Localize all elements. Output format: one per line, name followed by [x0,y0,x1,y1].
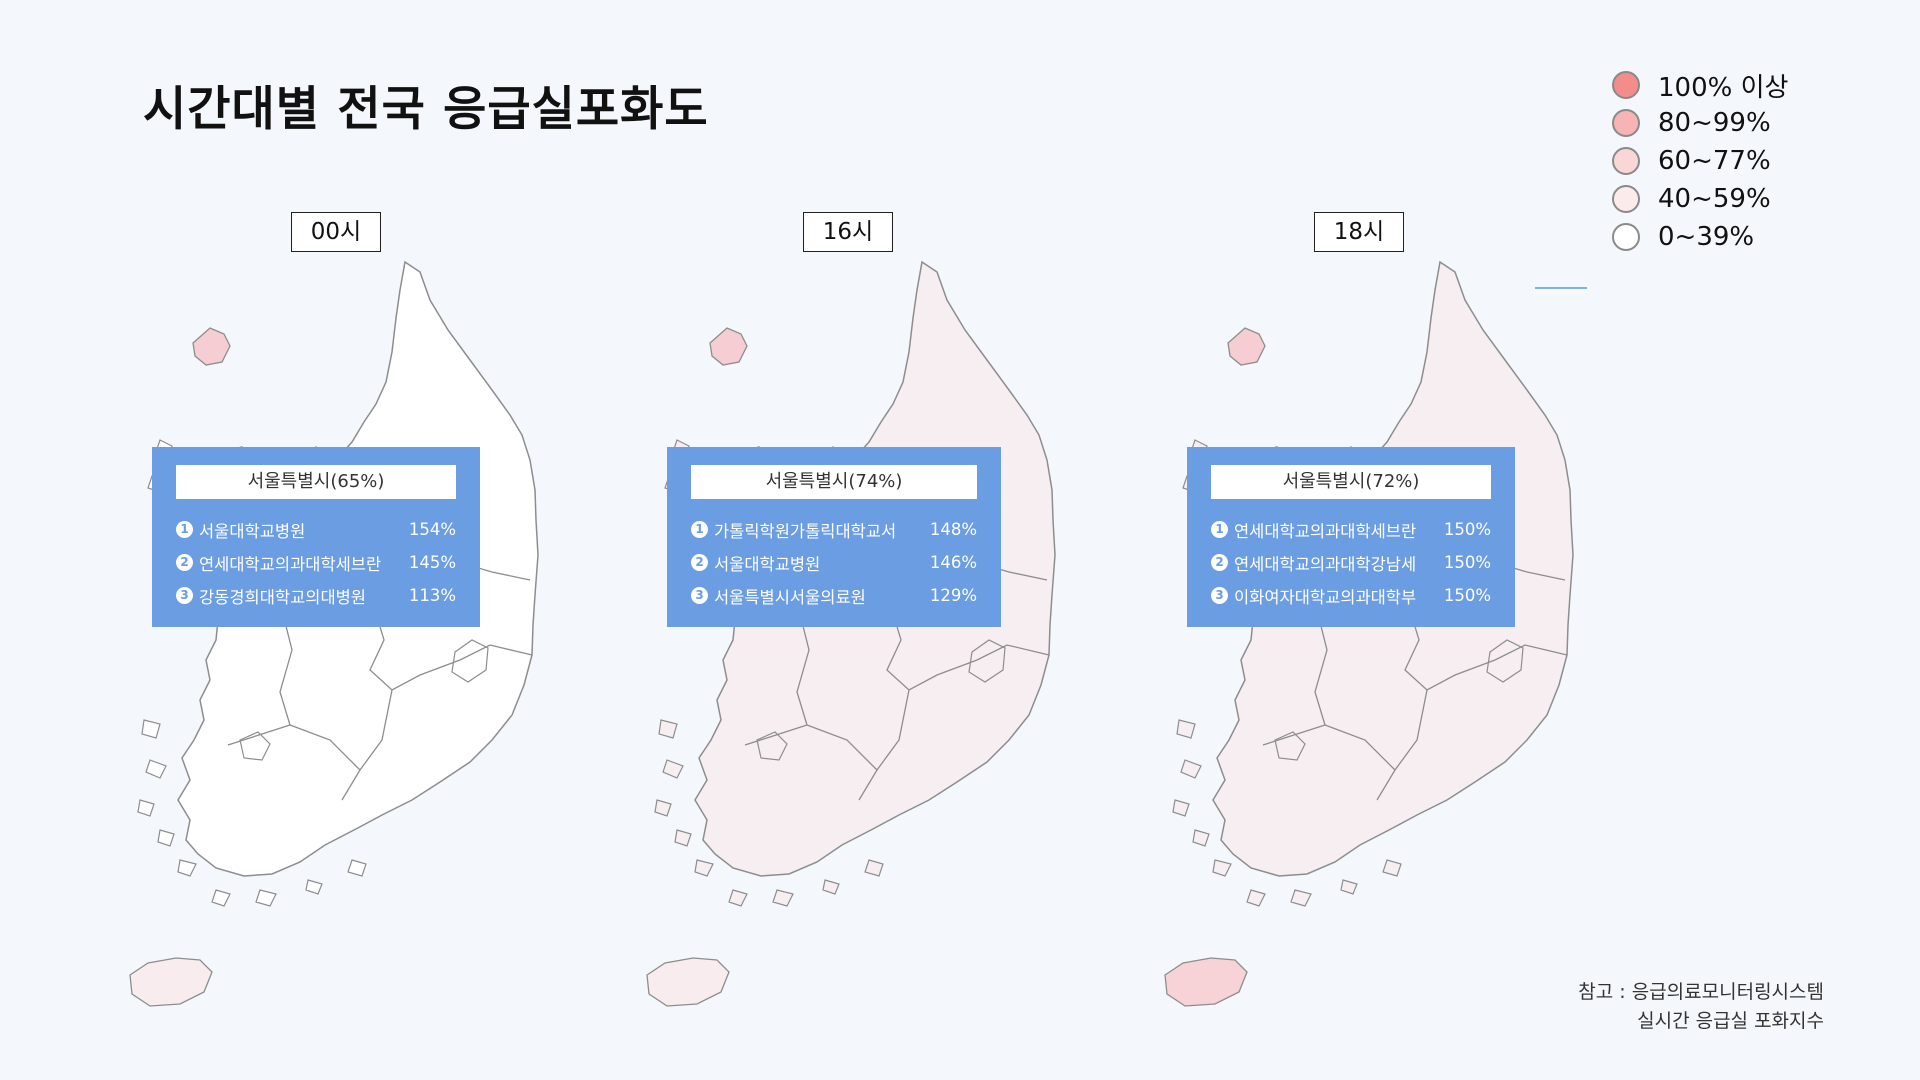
rank-number-badge: 3 [176,587,193,604]
rank-row: 2 연세대학교의과대학강남세 150% [1211,546,1491,579]
map-panel-16: 16시 서울특별시(74%) 1 가톨릭학원가톨릭대학교서 148% 2 서울대… [637,200,1117,1040]
hospital-saturation: 113% [408,586,456,605]
time-label: 16시 [803,212,893,252]
hospital-name: 강동경희대학교의대병원 [199,587,366,607]
seoul-region [709,327,748,366]
rank-row: 3 강동경희대학교의대병원 113% [176,579,456,612]
daegu-boundary [451,639,489,683]
rank-row: 2 서울대학교병원 146% [691,546,977,579]
hospital-saturation: 154% [408,520,456,539]
rank-row: 1 가톨릭학원가톨릭대학교서 148% [691,513,977,546]
info-region-title: 서울특별시(65%) [176,465,456,499]
legend-label: 0~39% [1658,222,1755,252]
legend-item: 100% 이상 [1612,66,1788,104]
rank-number-badge: 3 [1211,587,1228,604]
hospital-saturation: 150% [1443,586,1491,605]
legend-item: 0~39% [1612,218,1788,256]
rank-number-badge: 3 [691,587,708,604]
hospital-info-box: 서울특별시(72%) 1 연세대학교의과대학세브란 150% 2 연세대학교의과… [1187,447,1515,627]
map-panel-00: 00시 서울특별시(65%) 1 서울대학교병원 154% 2 연세대학교의과대… [120,200,600,1040]
hospital-saturation: 150% [1443,553,1491,572]
hospital-name: 연세대학교의과대학세브란 [1234,521,1417,541]
hospital-name: 서울대학교병원 [714,554,821,574]
hospital-name: 이화여자대학교의과대학부 [1234,587,1417,607]
hospital-name: 연세대학교의과대학세브란 [199,554,382,574]
rank-number-badge: 1 [176,521,193,538]
rank-number-badge: 1 [1211,521,1228,538]
hospital-saturation: 148% [929,520,977,539]
gwangju-boundary [239,731,271,761]
hospital-name: 서울특별시서울의료원 [714,587,866,607]
rank-number-badge: 1 [691,521,708,538]
map-panel-18: 18시 서울특별시(72%) 1 연세대학교의과대학세브란 150% 2 연세대… [1155,200,1635,1040]
legend-label: 80~99% [1658,108,1771,138]
gwangju-boundary [756,731,788,761]
legend-item: 40~59% [1612,180,1788,218]
source-line: 실시간 응급실 포화지수 [1637,1010,1824,1032]
hospital-saturation: 150% [1443,520,1491,539]
hospital-name: 서울대학교병원 [199,521,306,541]
hospital-name: 가톨릭학원가톨릭대학교서 [714,521,897,541]
rank-row: 1 서울대학교병원 154% [176,513,456,546]
rank-row: 2 연세대학교의과대학세브란 145% [176,546,456,579]
gwangju-boundary [1274,731,1306,761]
jeju-island [646,957,730,1007]
legend-label: 60~77% [1658,146,1771,176]
rank-row: 3 이화여자대학교의과대학부 150% [1211,579,1491,612]
rank-row: 3 서울특별시서울의료원 129% [691,579,977,612]
rank-number-badge: 2 [176,554,193,571]
daegu-boundary [1486,639,1524,683]
rank-number-badge: 2 [691,554,708,571]
rank-row: 1 연세대학교의과대학세브란 150% [1211,513,1491,546]
source-note: 참고 : 응급의료모니터링시스템 실시간 응급실 포화지수 [1578,978,1824,1036]
hospital-info-box: 서울특별시(74%) 1 가톨릭학원가톨릭대학교서 148% 2 서울대학교병원… [667,447,1001,627]
legend: 100% 이상 80~99% 60~77% 40~59% 0~39% [1612,66,1788,256]
legend-swatch [1612,109,1640,137]
seoul-region [192,327,231,366]
jeju-island [1164,957,1248,1007]
accent-line [1535,287,1587,289]
legend-swatch [1612,71,1640,99]
info-region-title: 서울특별시(74%) [691,465,977,499]
legend-swatch [1612,147,1640,175]
legend-label: 100% 이상 [1658,72,1789,103]
seoul-region [1227,327,1266,366]
page-title: 시간대별 전국 응급실포화도 [143,82,709,137]
source-line: 참고 : 응급의료모니터링시스템 [1578,981,1824,1003]
time-label: 18시 [1314,212,1404,252]
info-region-title: 서울특별시(72%) [1211,465,1491,499]
daegu-boundary [968,639,1006,683]
time-label: 00시 [291,212,381,252]
hospital-info-box: 서울특별시(65%) 1 서울대학교병원 154% 2 연세대학교의과대학세브란… [152,447,480,627]
hospital-saturation: 146% [929,553,977,572]
legend-item: 80~99% [1612,104,1788,142]
jeju-island [129,957,213,1007]
hospital-name: 연세대학교의과대학강남세 [1234,554,1417,574]
legend-item: 60~77% [1612,142,1788,180]
rank-number-badge: 2 [1211,554,1228,571]
hospital-saturation: 129% [929,586,977,605]
hospital-saturation: 145% [408,553,456,572]
legend-swatch [1612,223,1640,251]
legend-label: 40~59% [1658,184,1771,214]
legend-swatch [1612,185,1640,213]
